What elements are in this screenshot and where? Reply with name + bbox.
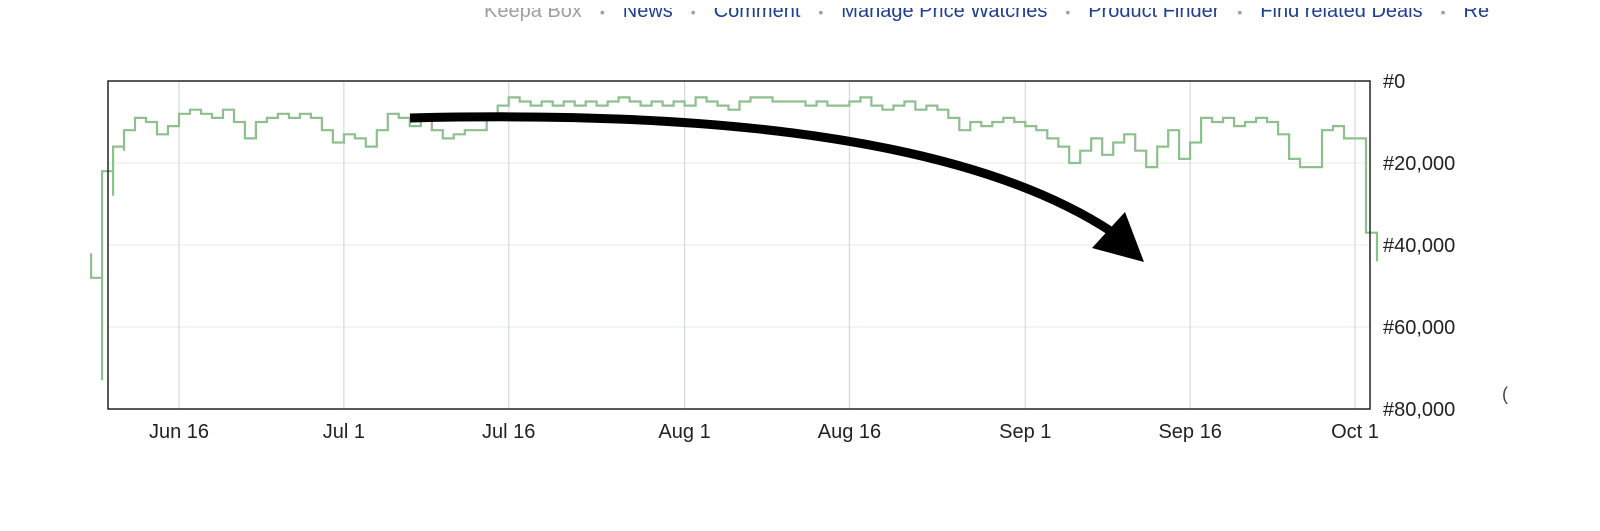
series-lines bbox=[90, 96, 1379, 381]
vertical-gridlines bbox=[178, 81, 1356, 409]
y-axis-tick-labels: #0 #20,000 #40,000 #60,000 #80,000 bbox=[1383, 71, 1455, 421]
nav-link-comment[interactable]: Comment bbox=[713, 8, 801, 22]
y-tick-label: #0 bbox=[1383, 71, 1405, 93]
y-tick-label: #20,000 bbox=[1383, 153, 1455, 175]
x-axis-tick-labels: Jun 16 Jul 1 Jul 16 Aug 1 Aug 16 Sep 1 Sep 16 O… bbox=[149, 421, 1379, 443]
nav-link-manage-price-watches[interactable]: Manage Price Watches bbox=[841, 8, 1048, 22]
nav-separator: • bbox=[1065, 8, 1071, 20]
x-tick-label: Oct 1 bbox=[1331, 421, 1379, 443]
top-navigation-strip: Keepa Box • News • Comment • Manage Price Watc… bbox=[484, 8, 1489, 29]
nav-separator: • bbox=[818, 8, 824, 20]
nav-link-find-related-deals[interactable]: Find related Deals bbox=[1260, 8, 1423, 22]
nav-separator: • bbox=[1440, 8, 1446, 20]
y-tick-label: #40,000 bbox=[1383, 235, 1455, 257]
trend-arrow-shaft bbox=[409, 112, 1115, 236]
x-tick-label: Aug 16 bbox=[818, 421, 881, 443]
plot-frame bbox=[107, 80, 1371, 410]
x-tick-label: Jul 16 bbox=[482, 421, 535, 443]
x-tick-label: Sep 1 bbox=[999, 421, 1051, 443]
annotations bbox=[409, 112, 1144, 262]
nav-link-news[interactable]: News bbox=[622, 8, 673, 22]
top-navigation-links: Keepa Box • News • Comment • Manage Price Watc… bbox=[484, 8, 1514, 32]
edge-glyph: ( bbox=[1502, 384, 1508, 404]
x-tick-label: Sep 16 bbox=[1158, 421, 1221, 443]
x-tick-label: Jun 16 bbox=[149, 421, 209, 443]
nav-link-product-finder[interactable]: Product Finder bbox=[1088, 8, 1220, 22]
nav-link-keepa-box[interactable]: Keepa Box bbox=[484, 8, 582, 22]
nav-separator: • bbox=[1237, 8, 1243, 20]
y-tick-label: #80,000 bbox=[1383, 399, 1455, 421]
nav-separator: • bbox=[690, 8, 696, 20]
trend-arrow-head bbox=[1092, 212, 1144, 262]
nav-separator: • bbox=[599, 8, 605, 20]
horizontal-gridlines bbox=[108, 162, 1370, 328]
x-tick-label: Aug 1 bbox=[658, 421, 710, 443]
y-tick-label: #60,000 bbox=[1383, 317, 1455, 339]
sales-rank-line bbox=[90, 96, 1379, 381]
x-tick-label: Jul 1 bbox=[323, 421, 365, 443]
nav-link-re[interactable]: Re bbox=[1463, 8, 1490, 22]
